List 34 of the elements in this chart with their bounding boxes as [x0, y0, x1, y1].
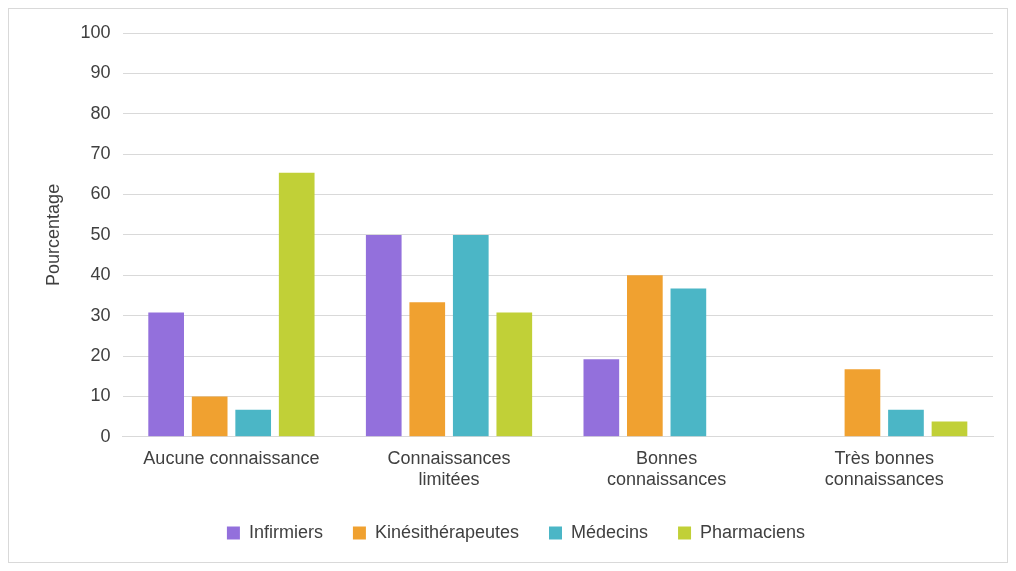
bar — [278, 172, 315, 437]
x-tick-label: Bonnes connaissances — [607, 447, 727, 490]
bar — [888, 409, 924, 437]
bar — [931, 421, 968, 437]
y-tick-label: 100 — [80, 21, 111, 42]
bar — [148, 312, 184, 437]
y-tick-label: 80 — [90, 102, 111, 123]
legend-label: Kinésithérapeutes — [374, 521, 520, 542]
x-tick-label: Très bonnes connaissances — [824, 447, 944, 490]
legend-label: Médecins — [571, 521, 649, 542]
bar — [670, 288, 707, 437]
bar — [235, 409, 272, 437]
x-tick-label: Aucune connaissance — [143, 447, 320, 468]
y-tick-label: 30 — [90, 304, 111, 325]
bar — [191, 396, 228, 437]
legend-label: Pharmaciens — [700, 521, 806, 542]
y-tick-label: 90 — [90, 62, 111, 83]
bar — [496, 312, 533, 437]
bar — [583, 359, 620, 437]
bar — [627, 275, 663, 437]
legend-label: Infirmiers — [248, 521, 323, 542]
bar — [365, 234, 402, 437]
bar — [844, 369, 881, 437]
x-tick-label: Connaissances limitées — [387, 447, 511, 490]
y-axis-title: Pourcentage — [42, 183, 63, 286]
y-tick-label: 40 — [90, 264, 111, 285]
y-tick-label: 20 — [90, 345, 111, 366]
y-tick-label: 10 — [90, 385, 111, 406]
y-tick-label: 0 — [100, 425, 111, 446]
bar — [409, 302, 446, 437]
y-tick-label: 60 — [90, 183, 111, 204]
y-tick-label: 50 — [90, 223, 111, 244]
bar — [452, 234, 489, 437]
y-tick-label: 70 — [90, 143, 111, 164]
